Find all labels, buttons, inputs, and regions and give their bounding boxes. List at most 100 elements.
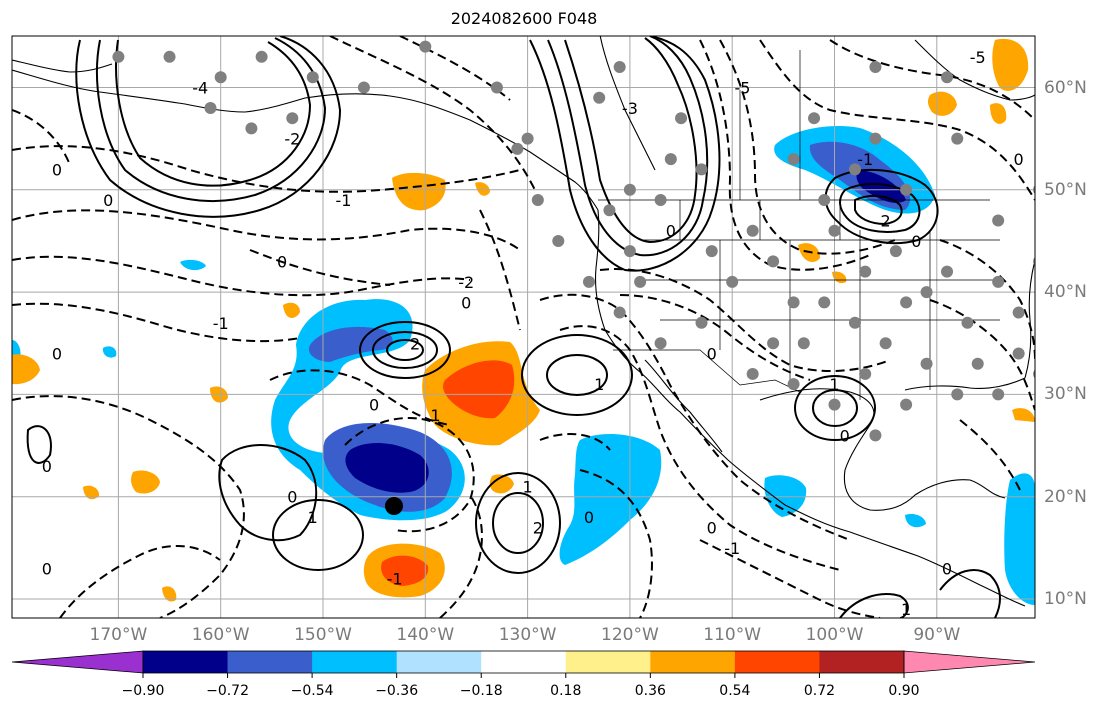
observation-dot — [869, 132, 882, 145]
contour-label: 1 — [901, 600, 911, 619]
observation-dot — [286, 112, 299, 125]
contour-label: -1 — [387, 570, 403, 589]
observation-dot — [992, 214, 1005, 227]
observation-dot — [245, 122, 258, 135]
observation-dot — [787, 378, 800, 391]
contour-labels: 00-4-2-1-20-120010001120-101-3-5001020-1… — [42, 48, 1024, 619]
coastlines — [12, 36, 1035, 607]
observation-dot — [521, 132, 534, 145]
longitude-tick-label: 110°W — [703, 625, 762, 645]
observation-dot — [214, 71, 227, 84]
contour-label: -1 — [213, 314, 229, 333]
contour-label: 0 — [911, 232, 921, 251]
observation-dot — [613, 61, 626, 74]
colorbar-frame — [142, 650, 905, 674]
longitude-tick-label: 90°W — [913, 625, 961, 645]
contour-label: -2 — [458, 273, 474, 292]
longitude-tick-label: 140°W — [396, 625, 455, 645]
contour-label: 0 — [1014, 150, 1024, 169]
observation-dot — [848, 163, 861, 176]
observation-dot — [664, 153, 677, 166]
contour-label: 1 — [308, 508, 318, 527]
observation-dot — [1012, 306, 1025, 319]
observation-dot — [971, 357, 984, 370]
observation-dot — [767, 255, 780, 268]
observation-dot — [695, 316, 708, 329]
observation-dot — [695, 163, 708, 176]
observation-dot — [582, 275, 595, 288]
colorbar-segment — [396, 651, 482, 673]
contour-label: -2 — [284, 130, 300, 149]
contour-label: 0 — [461, 293, 471, 312]
contour-label: 0 — [52, 344, 62, 363]
observation-dot — [859, 265, 872, 278]
latitude-tick-label: 30°N — [1044, 384, 1087, 405]
observation-dot — [889, 245, 902, 258]
observation-dot — [869, 429, 882, 442]
map-title: 2024082600 F048 — [450, 9, 598, 28]
observation-dot — [828, 398, 841, 411]
observation-dot — [808, 112, 821, 125]
observation-dot — [1043, 440, 1055, 452]
observation-dot — [787, 153, 800, 166]
observation-dot — [869, 61, 882, 74]
contour-label: 0 — [42, 559, 52, 578]
colorbar-extend-high — [903, 650, 1036, 674]
observation-dot — [593, 91, 606, 104]
observation-dot — [623, 183, 636, 196]
colorbar-segment — [143, 651, 229, 673]
observation-dot — [357, 81, 370, 94]
colorbar-tick-label: −0.90 — [121, 683, 165, 699]
colorbar-tick-label: 0.54 — [719, 683, 751, 699]
observation-dot — [900, 296, 913, 309]
observation-dot — [859, 367, 872, 380]
observation-dot — [879, 337, 892, 350]
contour-label: -5 — [734, 79, 750, 98]
latitude-tick-label: 20°N — [1044, 486, 1087, 507]
contour-label: 0 — [840, 426, 850, 445]
contour-label: -3 — [622, 99, 638, 118]
observation-dot — [941, 265, 954, 278]
longitude-tick-label: 150°W — [294, 625, 352, 645]
station-observations — [112, 20, 1076, 452]
contour-label: 0 — [666, 222, 676, 241]
colorbar-segment — [227, 651, 313, 673]
colorbar — [11, 650, 1036, 678]
observation-dot — [961, 316, 974, 329]
observation-dot — [1012, 347, 1025, 360]
observation-dot — [787, 296, 800, 309]
observation-dot — [654, 337, 667, 350]
observation-dot — [920, 357, 933, 370]
observation-dot — [1064, 327, 1076, 339]
observation-dot — [848, 316, 861, 329]
colorbar-tick-label: −0.18 — [459, 683, 503, 699]
contour-label: -1 — [857, 150, 873, 169]
observation-dot — [634, 275, 647, 288]
observation-dot — [613, 306, 626, 319]
contour-label: 2 — [533, 518, 543, 537]
observation-dot — [992, 388, 1005, 401]
contour-label: -5 — [970, 48, 986, 67]
observation-dot — [992, 275, 1005, 288]
observation-dot — [654, 194, 667, 207]
observation-dot — [705, 245, 718, 258]
latitude-tick-label: 60°N — [1044, 77, 1087, 98]
graticule — [12, 36, 1035, 618]
contour-label: 2 — [881, 211, 891, 230]
observation-dot — [920, 286, 933, 299]
contour-label: 0 — [584, 508, 594, 527]
contour-label: 0 — [942, 559, 952, 578]
observation-dot — [481, 20, 493, 32]
observation-dot — [490, 81, 503, 94]
observation-dot — [531, 194, 544, 207]
observation-dot — [746, 367, 759, 380]
contour-label: -1 — [335, 191, 351, 210]
observation-dot — [204, 101, 217, 114]
observation-dot — [951, 388, 964, 401]
longitude-tick-label: 100°W — [805, 625, 864, 645]
observation-dot — [900, 183, 913, 196]
contour-label: 0 — [42, 457, 52, 476]
contour-label: 1 — [523, 477, 533, 496]
latitude-tick-label: 40°N — [1044, 282, 1087, 303]
observation-dot — [623, 245, 636, 258]
